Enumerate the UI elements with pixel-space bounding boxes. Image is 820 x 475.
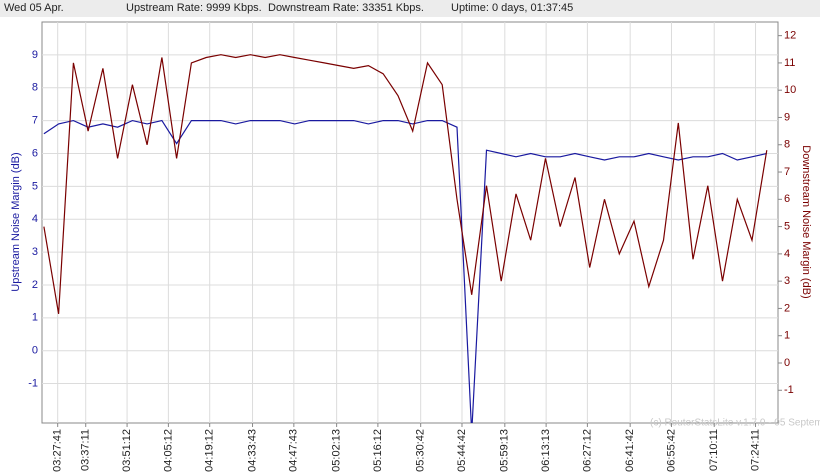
y2-tick-label: 7 — [784, 166, 790, 178]
x-tick-label: 04:05:12 — [162, 429, 174, 472]
y2-tick-label: 12 — [784, 30, 796, 42]
header-uptime: Uptime: 0 days, 01:37:45 — [451, 2, 573, 14]
header-bar — [0, 0, 820, 17]
y2-tick-label: 9 — [784, 111, 790, 123]
x-tick-label: 06:13:13 — [540, 429, 552, 472]
x-tick-label: 03:27:41 — [52, 429, 64, 472]
y-tick-label: 8 — [32, 82, 38, 94]
y-tick-label: 2 — [32, 279, 38, 291]
x-tick-label: 04:19:12 — [204, 429, 216, 472]
header-downstream: Downstream Rate: 33351 Kbps. — [268, 2, 424, 14]
x-tick-label: 05:44:42 — [456, 429, 468, 472]
x-tick-label: 06:55:42 — [665, 429, 677, 472]
series-line — [43, 54, 768, 314]
y2-tick-label: 1 — [784, 330, 790, 342]
plot-area — [41, 21, 779, 424]
header-date: Wed 05 Apr. — [4, 2, 64, 14]
x-tick-label: 05:02:13 — [331, 429, 343, 472]
y2-tick-label: 11 — [784, 57, 795, 69]
x-tick-label: 05:16:12 — [372, 429, 384, 472]
x-tick-label: 03:51:12 — [121, 429, 133, 472]
y-axis-label: Upstream Noise Margin (dB) — [10, 152, 22, 291]
y2-tick-label: 0 — [784, 357, 790, 369]
y-tick-label: 7 — [32, 115, 38, 127]
y2-tick-label: 4 — [784, 248, 790, 260]
y-tick-label: 4 — [32, 213, 38, 225]
y2-tick-label: 2 — [784, 302, 790, 314]
y2-tick-label: 5 — [784, 220, 790, 232]
x-tick-label: 04:33:43 — [246, 429, 258, 472]
y-tick-label: 0 — [32, 345, 38, 357]
header-upstream: Upstream Rate: 9999 Kbps. — [126, 2, 262, 14]
y2-axis-label: Downstream Noise Margin (dB) — [800, 145, 812, 298]
y-tick-label: -1 — [28, 377, 38, 389]
y2-tick-label: -1 — [784, 384, 794, 396]
y-tick-label: 9 — [32, 49, 38, 61]
x-tick-label: 06:41:42 — [624, 429, 636, 472]
series-line — [43, 119, 767, 423]
y2-tick-label: 3 — [784, 275, 790, 287]
x-tick-label: 04:47:43 — [288, 429, 300, 472]
y-tick-label: 6 — [32, 147, 38, 159]
y2-tick-label: 10 — [784, 84, 796, 96]
x-tick-label: 05:59:13 — [499, 429, 511, 472]
x-tick-label: 06:27:12 — [581, 429, 593, 472]
y-tick-label: 3 — [32, 246, 38, 258]
x-tick-label: 07:10:11 — [708, 429, 720, 471]
x-tick-label: 07:24:11 — [749, 429, 761, 471]
y-tick-label: 1 — [32, 312, 38, 324]
y2-tick-label: 6 — [784, 193, 790, 205]
plot-lines — [43, 54, 768, 423]
y2-tick-label: 8 — [784, 139, 790, 151]
y-tick-label: 5 — [32, 180, 38, 192]
x-tick-label: 05:30:42 — [415, 429, 427, 472]
footer: (c) RouterStatsLite v.1.7.0 - 05 Septemb… — [650, 418, 820, 429]
x-tick-label: 03:37:11 — [80, 429, 92, 471]
